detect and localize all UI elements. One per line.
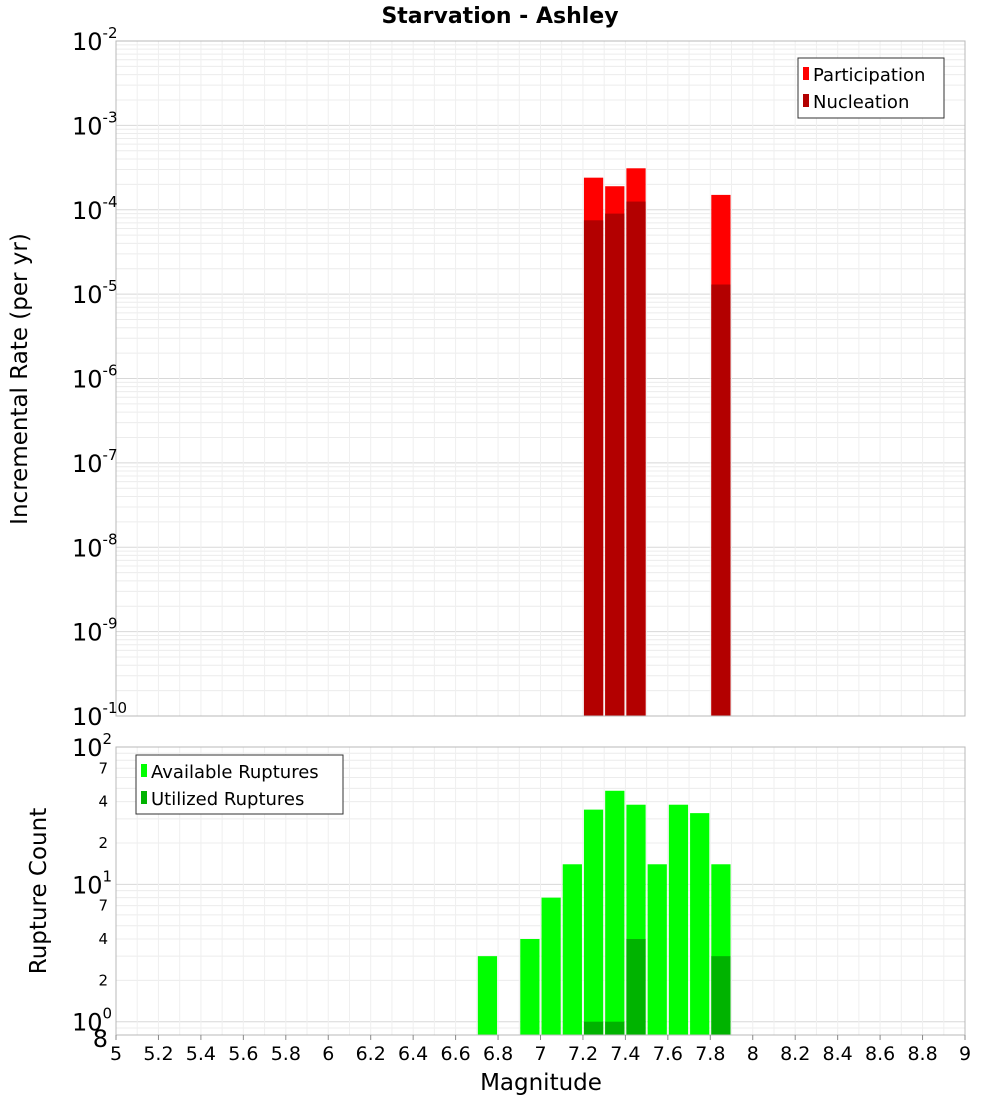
count-bar — [583, 1021, 604, 1035]
rate-y-tick-label: 10-4 — [72, 193, 118, 225]
count-y-minor-label: 2 — [98, 834, 108, 852]
rate-legend-swatch — [803, 94, 809, 107]
y-axis-label-rate: Incremental Rate (per yr) — [7, 233, 33, 525]
rate-legend-label: Participation — [813, 65, 925, 86]
count-legend-label: Available Ruptures — [151, 762, 319, 783]
count-bar — [605, 1021, 625, 1035]
x-tick-label: 6.6 — [440, 1043, 470, 1065]
x-axis-label: Magnitude — [480, 1070, 602, 1096]
rate-y-tick-label: 10-7 — [72, 446, 118, 478]
rate-legend-label: Nucleation — [813, 92, 909, 113]
x-tick-label: 5.4 — [186, 1043, 216, 1065]
count-y-minor-label: 2 — [98, 971, 108, 989]
incremental-rate-panel: 10-10 10-9 10-8 10-7 10-6 10-5 10-4 10-3 10-2 Par… — [72, 24, 966, 731]
count-y-minor-label: 4 — [98, 930, 108, 948]
x-tick-label: 9 — [959, 1043, 971, 1065]
rate-y-tick-label: 10-9 — [72, 615, 118, 647]
rate-y-tick-label: 10-6 — [72, 362, 118, 394]
x-tick-label: 8.2 — [780, 1043, 810, 1065]
count-bar — [605, 790, 625, 1035]
count-y-tick-label: 102 — [72, 730, 112, 762]
rate-legend-swatch — [803, 67, 809, 80]
rate-plot-frame — [115, 40, 966, 717]
count-y-tick-label: 101 — [72, 867, 112, 899]
x-tick-label: 6 — [322, 1043, 334, 1065]
count-legend-label: Utilized Ruptures — [151, 789, 304, 810]
rate-y-tick-label: 10-3 — [72, 108, 118, 140]
y-axis-label-count: Rupture Count — [26, 808, 52, 974]
count-y-minor-label: 4 — [98, 793, 108, 811]
x-tick-label: 7 — [534, 1043, 546, 1065]
x-tick-label: 6.4 — [398, 1043, 428, 1065]
chart-title: Starvation - Ashley — [381, 4, 618, 29]
x-tick-label: 8.4 — [823, 1043, 853, 1065]
x-tick-label: 7.8 — [695, 1043, 725, 1065]
x-tick-label: 5 — [110, 1043, 122, 1065]
count-legend-swatch — [141, 791, 147, 804]
x-tick-label: 7.6 — [653, 1043, 683, 1065]
x-tick-label: 5.8 — [271, 1043, 301, 1065]
x-tick-label: 8.8 — [907, 1043, 937, 1065]
rupture-count-panel: 100 101 102 8 2 4 7 2 4 7 Available Ruptures Utiliz… — [72, 730, 966, 1053]
count-bar — [626, 939, 646, 1035]
rate-legend-box — [797, 57, 945, 119]
x-axis: 5 5.2 5.4 5.6 5.8 6 6.2 6.4 6.6 6.8 7 7.2 7.4 7.6 7.8 8… — [110, 1035, 971, 1065]
count-bar — [562, 864, 582, 1035]
count-y-tick-label: 100 — [72, 1005, 112, 1037]
rate-bar — [605, 213, 625, 717]
rate-bar — [626, 201, 646, 716]
count-bar — [541, 897, 561, 1035]
rate-y-tick-label: 10-10 — [72, 699, 127, 731]
x-tick-label: 5.6 — [228, 1043, 258, 1065]
x-tick-label: 6.2 — [356, 1043, 386, 1065]
count-y-minor-label: 7 — [98, 897, 108, 915]
rate-bar — [583, 220, 604, 717]
count-y-minor-label: 7 — [98, 759, 108, 777]
count-bar — [668, 804, 689, 1035]
x-tick-label: 8 — [747, 1043, 759, 1065]
count-bar — [711, 956, 731, 1035]
x-tick-label: 7.4 — [610, 1043, 640, 1065]
rate-y-tick-label: 10-5 — [72, 277, 118, 309]
count-legend-swatch — [141, 764, 147, 777]
x-tick-label: 8.6 — [865, 1043, 895, 1065]
rate-y-tick-label: 10-2 — [72, 24, 118, 56]
rate-y-tick-label: 10-8 — [72, 530, 118, 562]
count-bar — [477, 956, 498, 1035]
x-tick-label: 7.2 — [568, 1043, 598, 1065]
count-bar — [520, 939, 540, 1035]
count-bar — [583, 809, 604, 1035]
count-legend-box — [135, 754, 344, 815]
rate-bar — [711, 284, 731, 716]
x-tick-label: 6.8 — [483, 1043, 513, 1065]
count-bar — [647, 864, 667, 1035]
count-bar — [690, 813, 710, 1035]
x-tick-label: 5.2 — [143, 1043, 173, 1065]
count-y-minor-label: 8 — [93, 1025, 108, 1053]
